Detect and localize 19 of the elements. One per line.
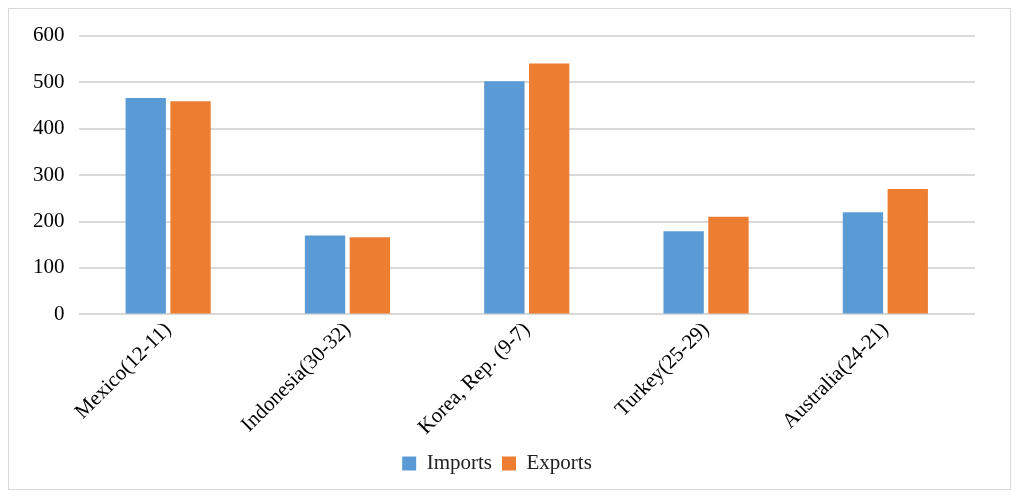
y-tick-label: 600 bbox=[33, 22, 65, 47]
y-tick-label: 0 bbox=[54, 300, 65, 325]
bar bbox=[528, 63, 570, 314]
bar bbox=[842, 212, 884, 314]
legend-label: Exports bbox=[526, 450, 592, 475]
bar bbox=[663, 231, 704, 314]
bar bbox=[349, 237, 391, 314]
y-tick-label: 100 bbox=[33, 254, 65, 279]
bar bbox=[887, 188, 928, 314]
y-tick-label: 300 bbox=[33, 161, 65, 186]
legend-label: Imports bbox=[426, 450, 492, 475]
bar bbox=[304, 235, 346, 314]
bar bbox=[170, 101, 211, 314]
bar bbox=[708, 216, 749, 314]
bar bbox=[125, 97, 166, 314]
y-tick-label: 400 bbox=[33, 115, 65, 140]
y-tick-label: 500 bbox=[33, 68, 65, 93]
bar bbox=[484, 81, 525, 314]
y-tick-label: 200 bbox=[33, 208, 65, 233]
